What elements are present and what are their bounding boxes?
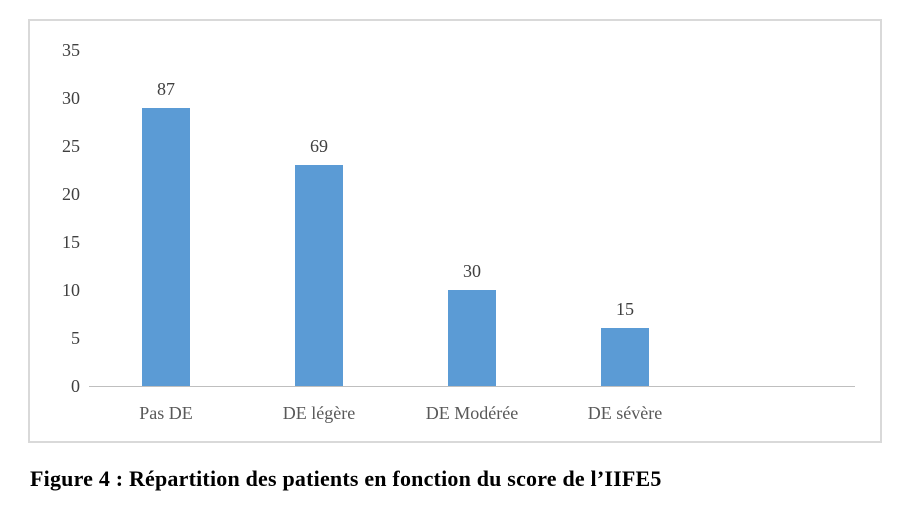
- y-tick-label: 20: [62, 184, 80, 204]
- y-tick-label: 5: [71, 328, 80, 348]
- bar-value-label: 15: [616, 299, 634, 320]
- figure-caption: Figure 4 : Répartition des patients en f…: [30, 466, 662, 491]
- bar: [295, 165, 343, 386]
- category-label: DE légère: [282, 403, 356, 423]
- bar-value-label: 30: [463, 261, 481, 281]
- category-label: DE Modérée: [425, 403, 519, 423]
- y-tick-label: 35: [62, 40, 80, 60]
- x-axis-line: [89, 386, 855, 387]
- category-label: Pas DE: [139, 403, 193, 423]
- bar: [448, 290, 496, 386]
- y-tick-label: 30: [62, 88, 80, 108]
- bar-value-label: 69: [310, 136, 328, 157]
- y-tick-label: 0: [71, 376, 80, 396]
- bar-value-label: 87: [157, 78, 175, 99]
- bar: [142, 107, 190, 386]
- y-tick-label: 10: [62, 280, 80, 300]
- y-tick-label: 15: [62, 232, 80, 252]
- bar: [601, 328, 649, 386]
- category-label: DE sévère: [587, 403, 663, 423]
- y-tick-label: 25: [62, 136, 80, 156]
- bar-chart: 0 5 10 15 20 25 30 35 87 Pas DE 69 DE légère 30 DE M…: [28, 19, 882, 443]
